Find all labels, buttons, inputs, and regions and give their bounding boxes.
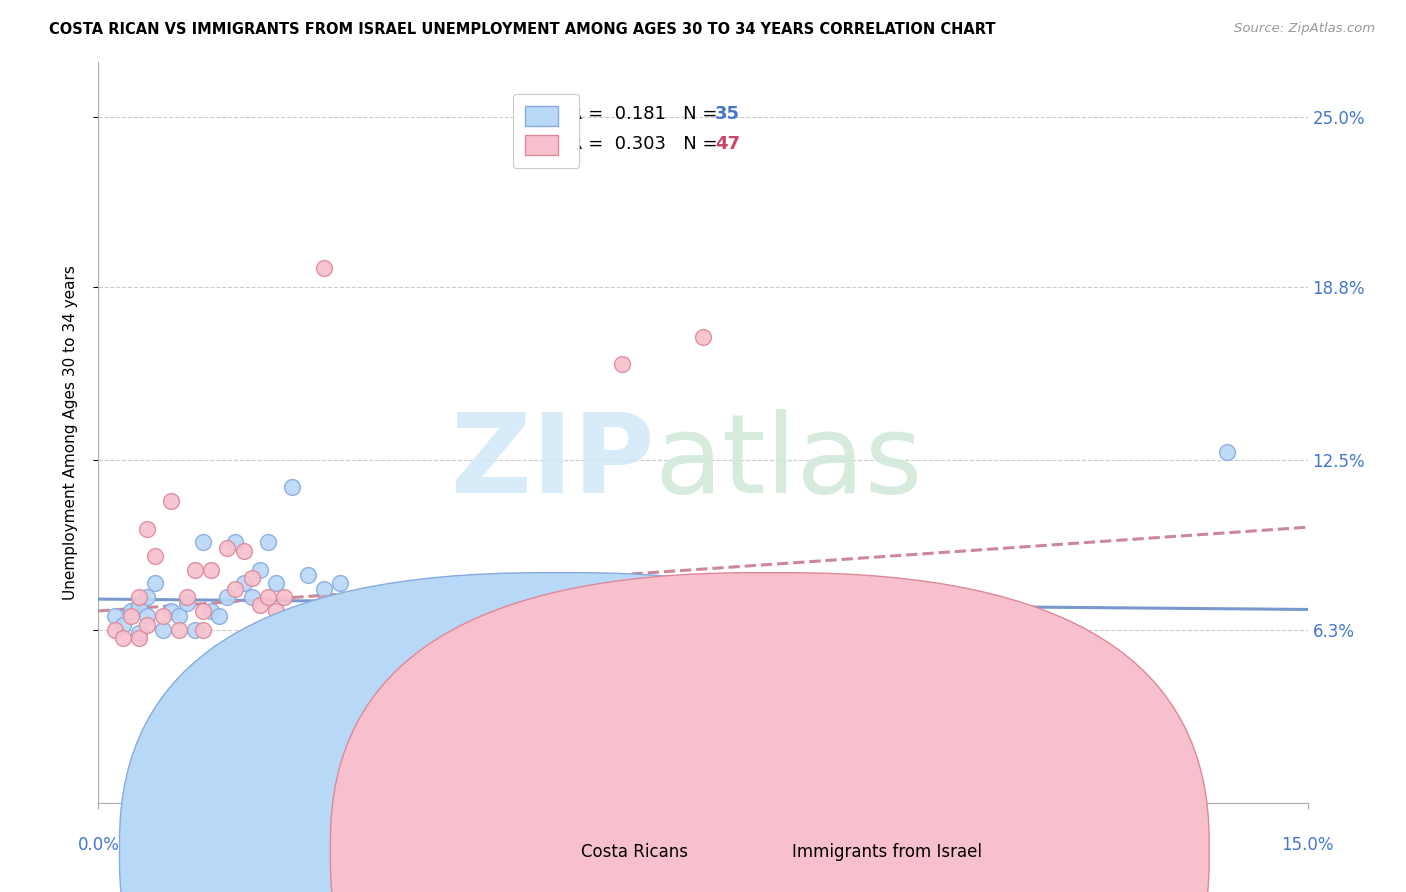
Point	[200, 563, 222, 577]
Point	[256, 535, 278, 549]
Point	[256, 590, 278, 604]
Point	[361, 691, 384, 706]
Point	[281, 480, 304, 494]
Point	[224, 535, 246, 549]
Point	[135, 590, 157, 604]
Point	[152, 609, 174, 624]
Point	[240, 590, 263, 604]
Point	[160, 604, 183, 618]
Point	[305, 632, 328, 646]
Point	[232, 576, 254, 591]
Point	[224, 582, 246, 596]
Point	[571, 645, 593, 659]
Point	[571, 609, 593, 624]
Text: ZIP: ZIP	[451, 409, 655, 516]
Legend: , : ,	[513, 94, 579, 168]
Point	[193, 535, 215, 549]
Point	[314, 582, 336, 596]
Point	[135, 522, 157, 536]
Text: atlas: atlas	[655, 409, 924, 516]
Point	[297, 568, 319, 582]
Point	[249, 599, 271, 613]
Point	[344, 632, 367, 646]
Point	[409, 632, 432, 646]
Point	[193, 604, 215, 618]
Point	[329, 719, 352, 733]
Point	[176, 596, 198, 610]
Point	[208, 609, 231, 624]
Point	[120, 604, 142, 618]
Point	[772, 623, 794, 637]
Point	[193, 623, 215, 637]
Point	[426, 609, 449, 624]
Point	[143, 549, 166, 563]
Point	[394, 623, 416, 637]
Point	[297, 609, 319, 624]
Point	[441, 623, 464, 637]
Point	[314, 596, 336, 610]
Point	[232, 543, 254, 558]
Point	[273, 590, 295, 604]
Point	[217, 541, 239, 555]
Point	[264, 576, 287, 591]
Point	[103, 623, 125, 637]
Point	[281, 617, 304, 632]
Text: 15.0%: 15.0%	[1281, 836, 1334, 854]
Point	[120, 609, 142, 624]
Point	[128, 625, 150, 640]
Point	[249, 563, 271, 577]
Text: Immigrants from Israel: Immigrants from Israel	[792, 843, 981, 861]
Point	[167, 623, 190, 637]
Point	[474, 623, 496, 637]
Y-axis label: Unemployment Among Ages 30 to 34 years: Unemployment Among Ages 30 to 34 years	[63, 265, 77, 600]
Point	[1216, 445, 1239, 459]
Point	[370, 590, 392, 604]
Point	[612, 357, 634, 371]
Point	[111, 617, 134, 632]
Point	[103, 609, 125, 624]
Point	[128, 590, 150, 604]
Point	[329, 576, 352, 591]
Point	[394, 604, 416, 618]
Point	[167, 609, 190, 624]
Text: Costa Ricans: Costa Ricans	[581, 843, 688, 861]
Point	[160, 494, 183, 508]
Point	[152, 623, 174, 637]
Point	[143, 576, 166, 591]
Text: R =  0.303   N =: R = 0.303 N =	[569, 135, 723, 153]
Text: COSTA RICAN VS IMMIGRANTS FROM ISRAEL UNEMPLOYMENT AMONG AGES 30 TO 34 YEARS COR: COSTA RICAN VS IMMIGRANTS FROM ISRAEL UN…	[49, 22, 995, 37]
Point	[217, 590, 239, 604]
Point	[200, 604, 222, 618]
Point	[893, 741, 915, 756]
Point	[288, 637, 311, 651]
Text: 47: 47	[716, 135, 740, 153]
Point	[184, 563, 207, 577]
Point	[128, 632, 150, 646]
Point	[184, 623, 207, 637]
Point	[321, 673, 343, 687]
Point	[733, 714, 755, 728]
Point	[377, 617, 399, 632]
Point	[135, 609, 157, 624]
Point	[853, 623, 876, 637]
Text: 35: 35	[716, 105, 740, 123]
Point	[692, 329, 714, 343]
Point	[111, 632, 134, 646]
Point	[491, 632, 513, 646]
Point	[264, 604, 287, 618]
Point	[515, 623, 537, 637]
Point	[135, 617, 157, 632]
Text: Source: ZipAtlas.com: Source: ZipAtlas.com	[1234, 22, 1375, 36]
Point	[240, 571, 263, 585]
Point	[176, 590, 198, 604]
Point	[426, 623, 449, 637]
Text: 0.0%: 0.0%	[77, 836, 120, 854]
Point	[208, 645, 231, 659]
Text: R =  0.181   N =: R = 0.181 N =	[569, 105, 723, 123]
Point	[128, 599, 150, 613]
Point	[314, 261, 336, 276]
